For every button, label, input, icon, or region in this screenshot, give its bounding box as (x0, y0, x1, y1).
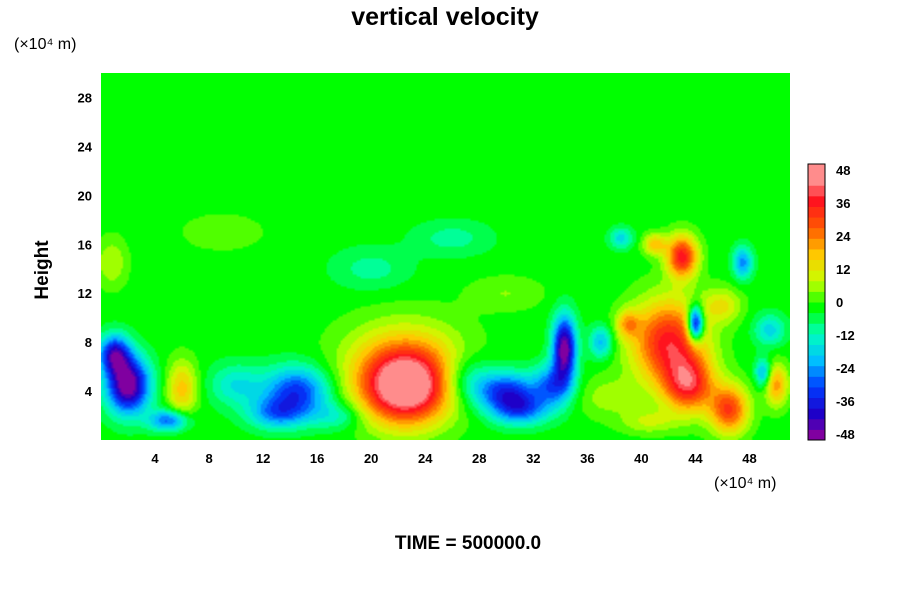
x-tick-label: 36 (580, 451, 594, 466)
colorbar-swatch (808, 164, 825, 176)
colorbar-swatch (808, 312, 825, 324)
colorbar-swatch (808, 291, 825, 303)
colorbar-swatches (808, 164, 825, 441)
colorbar-swatch (808, 397, 825, 409)
y-tick-label: 4 (85, 384, 93, 399)
colorbar-swatch (808, 185, 825, 197)
colorbar-swatch (808, 238, 825, 250)
x-tick-label: 16 (310, 451, 324, 466)
x-tick-label: 48 (742, 451, 756, 466)
colorbar: 48 36 24 12 0 -12 -24 -36 -48 (807, 163, 856, 442)
colorbar-swatch (808, 408, 825, 420)
colorbar-swatch (808, 206, 825, 218)
x-tick-label: 4 (151, 451, 159, 466)
colorbar-swatch (808, 227, 825, 239)
colorbar-swatch (808, 174, 825, 186)
y-axis-label: Height (32, 240, 53, 300)
y-axis-ticks: 4 8 12 16 20 24 28 (78, 90, 93, 399)
colorbar-ticks: 48 36 24 12 0 -12 -24 -36 -48 (836, 163, 856, 442)
colorbar-swatch (808, 259, 825, 271)
colorbar-swatch (808, 355, 825, 367)
x-tick-label: 44 (688, 451, 703, 466)
colorbar-tick-label: -24 (836, 361, 856, 376)
y-tick-label: 16 (78, 237, 92, 252)
colorbar-swatch (808, 270, 825, 282)
x-tick-label: 20 (364, 451, 378, 466)
colorbar-tick-label: 48 (836, 163, 850, 178)
colorbar-swatch (808, 333, 825, 345)
colorbar-swatch (808, 344, 825, 356)
colorbar-swatch (808, 302, 825, 314)
colorbar-swatch (808, 418, 825, 430)
colorbar-tick-label: -48 (836, 427, 855, 442)
colorbar-swatch (808, 386, 825, 399)
colorbar-swatch (808, 429, 825, 441)
time-label: TIME = 500000.0 (395, 533, 541, 554)
colorbar-swatch (808, 365, 825, 377)
colorbar-tick-label: 36 (836, 196, 850, 211)
chart-title: vertical velocity (351, 3, 539, 31)
x-tick-label: 40 (634, 451, 648, 466)
colorbar-swatch (808, 376, 825, 388)
colorbar-tick-label: 12 (836, 262, 850, 277)
colorbar-frame (807, 163, 826, 441)
x-tick-label: 32 (526, 451, 540, 466)
colorbar-swatch (808, 217, 825, 229)
colorbar-swatch (808, 280, 825, 292)
y-tick-label: 8 (85, 335, 92, 350)
colorbar-swatch (808, 195, 825, 207)
colorbar-swatch (808, 323, 825, 335)
colorbar-tick-label: -12 (836, 328, 855, 343)
heatmap-field (101, 73, 790, 440)
x-tick-label: 12 (256, 451, 270, 466)
y-tick-label: 20 (78, 188, 92, 203)
colorbar-tick-label: 24 (836, 229, 851, 244)
plot-area (101, 73, 790, 440)
colorbar-tick-label: 0 (836, 295, 843, 310)
x-axis-ticks: 4 8 12 16 20 24 28 32 36 40 44 48 (151, 451, 756, 466)
x-tick-label: 24 (418, 451, 433, 466)
colorbar-tick-label: -36 (836, 394, 855, 409)
x-tick-label: 8 (205, 451, 212, 466)
y-tick-label: 28 (78, 90, 92, 105)
x-axis-unit: (×10⁴ m) (714, 475, 776, 492)
y-tick-label: 12 (78, 286, 92, 301)
y-tick-label: 24 (78, 139, 93, 154)
colorbar-swatch (808, 248, 825, 261)
y-axis-unit: (×10⁴ m) (14, 36, 76, 53)
x-tick-label: 28 (472, 451, 486, 466)
